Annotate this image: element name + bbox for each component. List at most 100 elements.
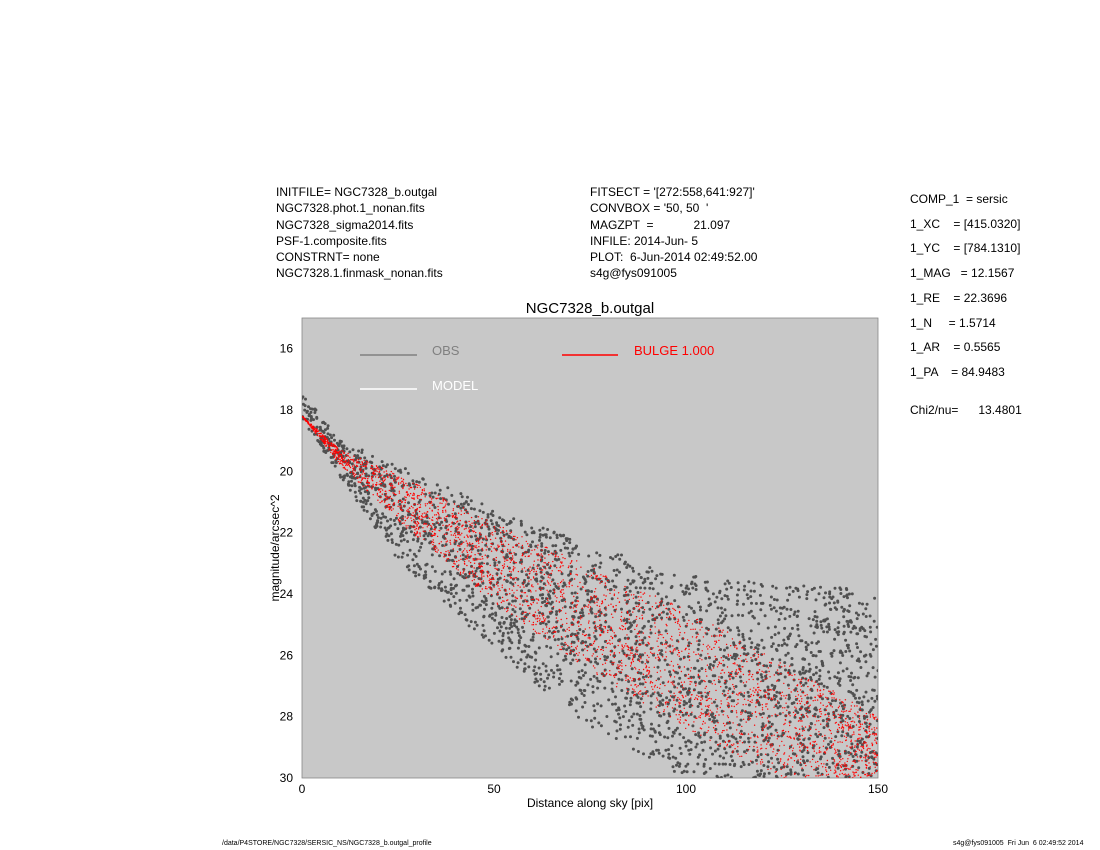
bulge-point [816, 720, 818, 722]
bulge-point [654, 632, 657, 634]
bulge-point [858, 715, 861, 717]
obs-point [831, 699, 834, 703]
bulge-point [812, 700, 814, 702]
bulge-point [527, 555, 529, 558]
obs-point [657, 658, 661, 662]
bulge-point [844, 707, 846, 709]
obs-point [801, 768, 804, 772]
bulge-point [721, 731, 723, 734]
bulge-point [757, 683, 759, 685]
obs-point [626, 627, 630, 631]
bulge-point [613, 589, 616, 591]
bulge-point [720, 700, 722, 702]
obs-point [627, 680, 631, 683]
obs-point [553, 582, 557, 586]
bulge-point [416, 496, 418, 498]
obs-point [850, 654, 854, 658]
obs-point [708, 767, 712, 770]
obs-point [847, 610, 851, 613]
bulge-point [785, 715, 787, 717]
obs-point [438, 488, 442, 492]
bulge-point [579, 615, 582, 617]
bulge-point [837, 713, 839, 716]
obs-point [595, 676, 599, 680]
obs-point [583, 604, 586, 608]
bulge-point [362, 470, 364, 472]
bulge-point [725, 643, 728, 646]
obs-point [509, 519, 512, 523]
bulge-point [715, 641, 718, 644]
bulge-point [657, 659, 659, 661]
obs-point [331, 461, 335, 465]
obs-point [560, 572, 564, 576]
obs-point [645, 643, 649, 647]
bulge-point [716, 708, 719, 710]
obs-point [704, 656, 708, 660]
bulge-point [452, 509, 454, 512]
obs-point [709, 663, 712, 666]
bulge-point [672, 649, 675, 651]
obs-point [687, 687, 691, 691]
obs-point [692, 770, 696, 774]
obs-point [709, 602, 713, 606]
bulge-point [514, 577, 516, 579]
obs-point [539, 593, 542, 597]
bulge-point [587, 637, 589, 639]
obs-point [646, 576, 650, 580]
obs-point [549, 611, 552, 615]
obs-point [507, 602, 511, 606]
bulge-point [533, 560, 535, 562]
obs-point [461, 557, 465, 561]
bulge-point [874, 739, 876, 741]
bulge-point [873, 749, 875, 752]
bulge-point [588, 660, 590, 662]
bulge-point [491, 543, 494, 545]
bulge-point [742, 673, 745, 676]
obs-point [679, 657, 683, 661]
obs-point [305, 410, 309, 414]
obs-point [625, 586, 629, 590]
obs-point [538, 528, 542, 532]
obs-point [739, 765, 743, 769]
obs-point [774, 586, 778, 590]
obs-point [318, 425, 322, 429]
obs-point [807, 669, 811, 673]
obs-point [626, 563, 630, 567]
obs-point [651, 750, 655, 754]
obs-point [315, 425, 319, 429]
obs-point [571, 698, 574, 702]
obs-point [407, 501, 410, 505]
bulge-point [342, 464, 344, 466]
bulge-point [704, 691, 706, 694]
bulge-point [542, 617, 545, 619]
bulge-point [866, 745, 868, 747]
obs-point [726, 733, 730, 737]
obs-point [682, 736, 686, 740]
obs-point [671, 755, 675, 759]
obs-point [857, 720, 861, 723]
bulge-point [389, 484, 392, 486]
bulge-point [635, 648, 637, 650]
bulge-point [493, 547, 495, 549]
obs-point [806, 643, 810, 647]
bulge-point [485, 586, 487, 588]
obs-point [416, 516, 420, 520]
obs-point [857, 659, 861, 663]
obs-point [672, 769, 676, 773]
bulge-point [437, 497, 439, 499]
bulge-point [453, 560, 456, 563]
bulge-point [720, 672, 722, 674]
obs-point [682, 700, 686, 703]
bulge-point [458, 531, 460, 533]
bulge-point [799, 738, 801, 740]
bulge-point [468, 529, 470, 531]
obs-point [531, 596, 534, 599]
bulge-point [423, 538, 425, 540]
obs-point [572, 640, 576, 644]
obs-point [854, 753, 858, 757]
bulge-point [472, 531, 475, 533]
obs-point [627, 656, 631, 660]
bulge-point [636, 624, 638, 626]
obs-point [703, 580, 707, 584]
bulge-point [713, 679, 715, 682]
